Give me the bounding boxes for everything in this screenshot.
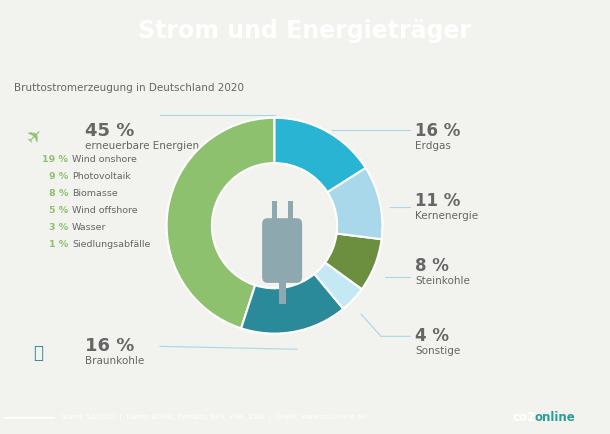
Text: Steinkohle: Steinkohle — [415, 276, 470, 286]
Text: Biomasse: Biomasse — [72, 189, 118, 197]
Text: 11 %: 11 % — [415, 192, 461, 210]
Text: 45 %: 45 % — [85, 122, 134, 140]
Text: Wind offshore: Wind offshore — [72, 206, 138, 215]
Text: Stand: 10/2020  |  Daten: BDEW, Destatis, EEX, VGB, ZSW  |  Grafik: www.co2onlin: Stand: 10/2020 | Daten: BDEW, Destatis, … — [61, 414, 365, 421]
Wedge shape — [314, 263, 362, 309]
Text: Sonstige: Sonstige — [415, 346, 461, 356]
Wedge shape — [241, 274, 343, 334]
Text: erneuerbare Energien: erneuerbare Energien — [85, 141, 199, 151]
Wedge shape — [325, 233, 382, 289]
Wedge shape — [328, 168, 382, 239]
Text: Erdgas: Erdgas — [415, 141, 451, 151]
Text: 9 %: 9 % — [49, 171, 68, 181]
Text: ⛟: ⛟ — [33, 344, 43, 362]
Bar — [288, 201, 293, 224]
Text: Strom und Energieträger: Strom und Energieträger — [138, 20, 472, 43]
Text: 8 %: 8 % — [415, 257, 449, 275]
Text: 4 %: 4 % — [415, 327, 449, 345]
Text: ✈: ✈ — [23, 124, 48, 148]
Polygon shape — [427, 401, 464, 434]
Text: 8 %: 8 % — [49, 189, 68, 197]
Text: 16 %: 16 % — [85, 337, 134, 355]
Text: 19 %: 19 % — [42, 155, 68, 164]
Text: 3 %: 3 % — [49, 223, 68, 232]
Wedge shape — [274, 118, 365, 192]
Text: Siedlungsabfälle: Siedlungsabfälle — [72, 240, 151, 249]
Bar — [279, 275, 285, 304]
Bar — [271, 201, 276, 224]
Text: Kernenergie: Kernenergie — [415, 211, 478, 221]
Text: 1 %: 1 % — [49, 240, 68, 249]
Wedge shape — [167, 118, 274, 328]
FancyBboxPatch shape — [262, 218, 302, 283]
Text: Wind onshore: Wind onshore — [72, 155, 137, 164]
Text: Photovoltaik: Photovoltaik — [72, 171, 131, 181]
Text: co2: co2 — [512, 411, 536, 424]
Text: Wasser: Wasser — [72, 223, 107, 232]
Text: Bruttostromerzeugung in Deutschland 2020: Bruttostromerzeugung in Deutschland 2020 — [14, 83, 244, 93]
Polygon shape — [427, 401, 610, 434]
Text: Braunkohle: Braunkohle — [85, 356, 144, 366]
Text: online: online — [534, 411, 575, 424]
Text: 16 %: 16 % — [415, 122, 461, 140]
Text: 5 %: 5 % — [49, 206, 68, 215]
